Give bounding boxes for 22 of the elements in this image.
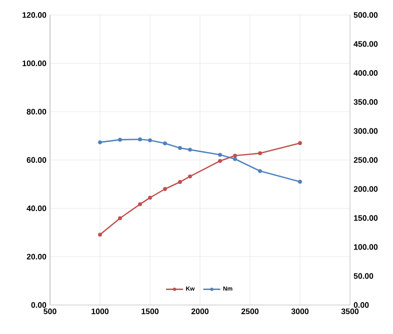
point (178, 146, 182, 150)
point (218, 159, 222, 163)
point (118, 138, 122, 142)
point (258, 151, 262, 156)
point (298, 180, 302, 184)
point (188, 148, 192, 152)
point (233, 157, 237, 161)
point (233, 154, 237, 158)
point (148, 138, 152, 142)
point (138, 137, 142, 142)
point (163, 187, 167, 191)
point (298, 141, 302, 146)
point (118, 216, 122, 220)
point (138, 202, 142, 206)
point (98, 140, 102, 144)
point (178, 180, 182, 184)
point (188, 174, 192, 178)
point (258, 169, 262, 173)
point (163, 141, 167, 146)
point (98, 232, 102, 237)
point (148, 196, 152, 200)
point (218, 152, 222, 157)
